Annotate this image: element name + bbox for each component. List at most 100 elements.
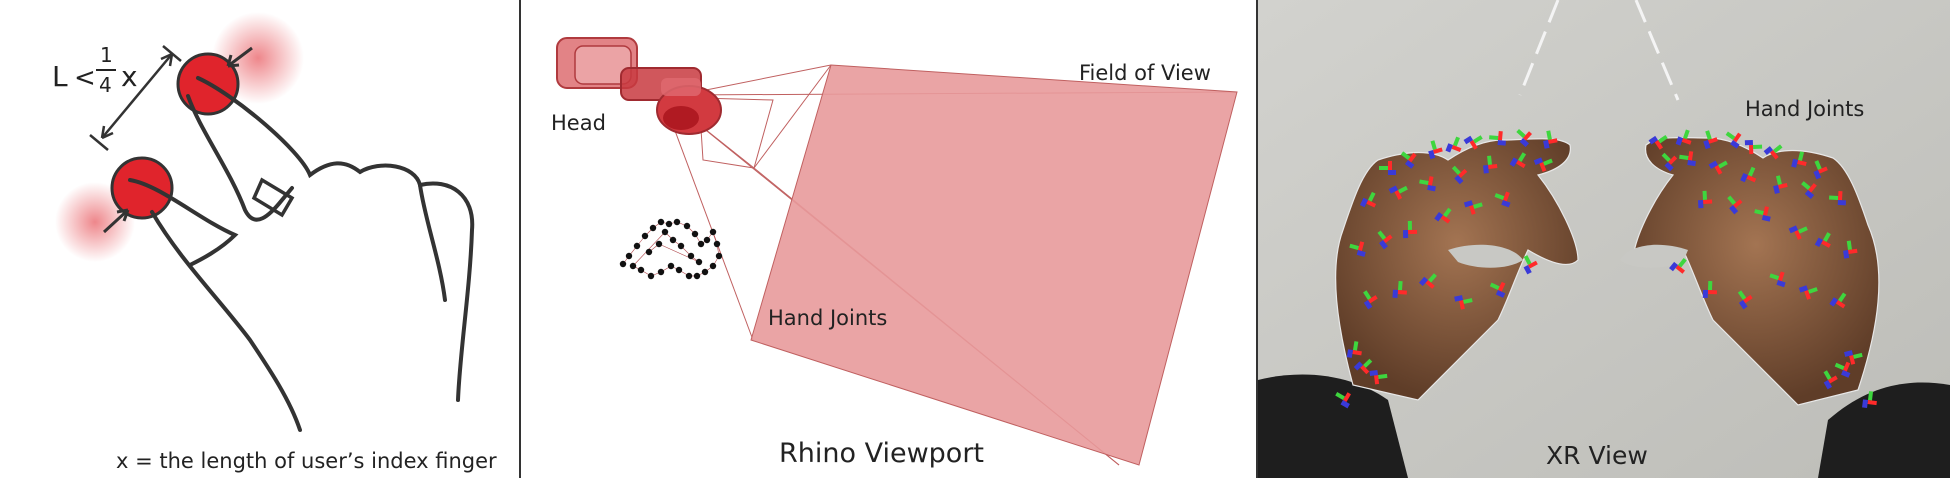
hand-joint-marker [1335, 392, 1351, 409]
hand-joint-point [655, 240, 663, 248]
hand-joint-marker [1403, 220, 1418, 239]
hand-joint-point [629, 262, 637, 270]
palm-outline [150, 210, 302, 432]
hand-joint-marker [1516, 129, 1532, 148]
hand-joint-marker [1523, 255, 1538, 275]
right-hand [1632, 136, 1880, 406]
hand-joint-marker [1788, 225, 1808, 240]
hand-joint-marker [1727, 195, 1743, 215]
hand-joint-marker [1533, 157, 1553, 172]
xr-view-illustration: Hand Joints XR View [1258, 0, 1950, 478]
rhino-viewport-illustration: Head Field of View Hand Joints Rhino Vie… [551, 37, 1238, 469]
thumb-outline [128, 178, 239, 267]
hand-joint-marker [1829, 191, 1846, 206]
hand-joint-marker [1843, 240, 1858, 259]
hand-joint-marker [1698, 190, 1713, 209]
gesture-caption: x = the length of user’s index finger [116, 449, 497, 473]
hand-joint-marker [1798, 285, 1818, 300]
hand-joint-marker [1763, 144, 1783, 160]
formula-denominator: 4 [99, 73, 112, 97]
hand-joint-marker [1648, 134, 1668, 150]
hand-joint-point [649, 224, 657, 232]
hand-joint-point [645, 248, 653, 256]
hand-joint-marker [1823, 370, 1838, 390]
rhino-hand-joints [619, 218, 723, 280]
hand-joint-marker [1483, 155, 1498, 174]
hand-joint-point [685, 272, 693, 280]
hand-joint-marker [1702, 281, 1717, 298]
hand-joint-point [701, 268, 709, 276]
hand-joint-marker [1737, 290, 1753, 310]
hand-joint-point [633, 242, 641, 250]
rhino-viewport-panel: Head Field of View Hand Joints Rhino Vie… [521, 0, 1256, 478]
formula-L: L [52, 60, 68, 93]
formula-x: x [121, 60, 138, 93]
hand-joint-point [625, 252, 633, 260]
hand-joint-marker [1489, 131, 1506, 146]
thumb-tip-disc [110, 156, 174, 220]
hand-joint-marker [1834, 361, 1851, 378]
hand-joint-marker [1725, 131, 1742, 149]
pinch-gesture-panel: L < 1 4 x x = the length of user’s index… [0, 0, 519, 478]
measurement-line [101, 53, 173, 139]
hand-joint-marker [1434, 207, 1452, 224]
field-of-view-label: Field of View [1079, 61, 1211, 85]
pinch-gesture-illustration: L < 1 4 x x = the length of user’s index… [52, 12, 497, 473]
hand-joint-marker [1708, 160, 1728, 175]
hand-joint-marker [1773, 175, 1788, 194]
hand-joint-point [619, 260, 627, 268]
hand-joint-marker [1418, 273, 1437, 289]
hand-joint-marker [1346, 341, 1362, 358]
hand-joint-point [637, 266, 645, 274]
xr-view-caption: XR View [1546, 441, 1648, 470]
measurement-tick-end [162, 45, 182, 62]
hand-joint-marker [1392, 281, 1407, 298]
top-pinch-arrow-icon [226, 46, 253, 68]
hand-joint-point [697, 240, 705, 248]
hand-joint-point [657, 218, 665, 226]
formula-numerator: 1 [100, 43, 113, 67]
hand-joint-marker [1349, 241, 1366, 257]
hand-joint-point [687, 252, 695, 260]
hand-joint-marker [1744, 140, 1763, 155]
measurement-arrow-end-icon [160, 52, 174, 67]
hand-joint-marker [1740, 166, 1757, 183]
hand-joint-marker [1669, 258, 1687, 274]
hand-joint-marker [1369, 370, 1388, 385]
right-sleeve [1818, 382, 1950, 478]
bottom-pinch-arrow-icon [102, 208, 130, 234]
hand-joint-marker [1400, 151, 1417, 169]
hand-joint-point [691, 230, 699, 238]
guide-ray-right [1634, 0, 1680, 101]
rhino-viewport-caption: Rhino Viewport [779, 438, 984, 469]
hand-joint-marker [1451, 165, 1468, 185]
left-sleeve [1258, 374, 1408, 478]
hand-joint-point [661, 228, 669, 236]
hand-joint-marker [1844, 350, 1863, 365]
hand-joint-point [657, 268, 665, 276]
hand-joint-marker [1754, 206, 1771, 222]
hand-joint-marker [1359, 191, 1377, 208]
guide-ray-left [1518, 0, 1560, 96]
hand-joint-point [673, 218, 681, 226]
hand-joint-point [675, 266, 683, 274]
measurement-tick-start [89, 134, 109, 151]
hand-joint-point [641, 232, 649, 240]
hand-joint-point [665, 220, 673, 228]
hand-joint-marker [1489, 281, 1506, 298]
hand-joint-marker [1769, 271, 1786, 288]
hand-joint-marker [1703, 130, 1718, 150]
hand-joint-point [709, 262, 717, 270]
hand-joint-marker [1791, 151, 1807, 168]
hand-joint-marker [1428, 140, 1443, 160]
left-hand-gap [1448, 244, 1523, 268]
rhino-hand-joints-label: Hand Joints [768, 306, 887, 330]
hand-joint-marker [1543, 130, 1558, 149]
hand-joint-marker [1814, 232, 1831, 248]
index-finger-outline [186, 94, 294, 222]
finger-crease-outline [418, 183, 447, 302]
measurement-arrow-start-icon [100, 125, 114, 140]
hand-joint-marker [1463, 135, 1483, 150]
hand-joint-marker [1363, 290, 1378, 310]
hand-joint-point [709, 228, 717, 236]
